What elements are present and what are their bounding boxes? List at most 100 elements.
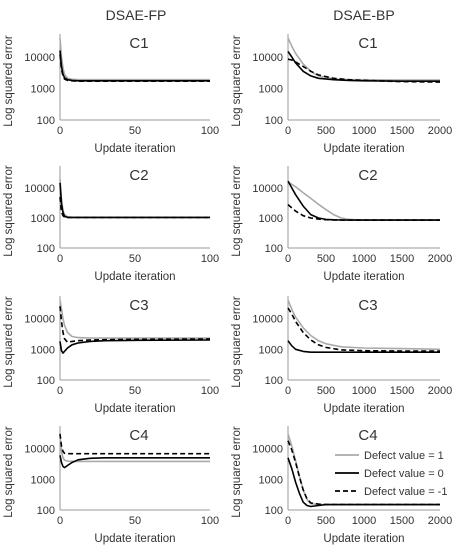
y-tick-label: 100	[265, 505, 283, 517]
series-line	[59, 306, 211, 344]
x-tick-label: 2000	[428, 515, 452, 527]
series-line	[59, 37, 210, 81]
legend-label: Defect value = 1	[364, 450, 444, 462]
x-tick-label: 0	[285, 253, 291, 265]
y-tick-label: 10000	[252, 183, 283, 195]
chart-panel-5: 100 1000 10000 0 50 100 C3 Update iteration Log …	[3, 296, 219, 415]
x-tick-label: 1000	[352, 515, 376, 527]
x-tick-label: 1500	[390, 515, 414, 527]
series-line	[59, 182, 210, 219]
x-axis-label: Update iteration	[323, 271, 404, 283]
y-tick-label: 1000	[259, 344, 283, 356]
column-title-bp: DSAE-BP	[333, 7, 394, 23]
series-line	[287, 203, 440, 221]
x-axis-label: Update iteration	[323, 533, 404, 545]
x-axis-label: Update iteration	[94, 533, 175, 545]
y-tick-label: 100	[37, 115, 55, 127]
series-line	[287, 50, 440, 82]
y-tick-label: 1000	[259, 83, 283, 95]
series-line	[287, 58, 441, 83]
x-tick-label: 50	[129, 253, 141, 265]
series-line	[287, 307, 441, 352]
y-axis-label: Log squared error	[231, 35, 243, 127]
series-line	[287, 340, 440, 354]
x-tick-label: 1500	[390, 253, 414, 265]
x-tick-label: 500	[317, 385, 335, 397]
y-tick-label: 1000	[31, 344, 55, 356]
x-axis-label: Update iteration	[323, 403, 404, 415]
chart-title: C3	[358, 297, 377, 314]
x-tick-label: 1500	[390, 125, 414, 137]
series-line	[59, 197, 210, 219]
series-line	[287, 180, 440, 221]
chart-title: C2	[358, 167, 377, 184]
chart-panel-4: 100 1000 10000 0 500 1000 1500 2000 C2 Update ite…	[231, 165, 452, 283]
x-tick-label: 1000	[352, 253, 376, 265]
x-tick-label: 0	[285, 125, 291, 137]
series-line	[287, 37, 440, 81]
x-tick-label: 0	[57, 385, 63, 397]
series-line	[287, 457, 440, 508]
series-line	[59, 433, 210, 455]
series-line	[59, 50, 210, 82]
series-line	[59, 299, 210, 339]
chart-panel-3: 100 1000 10000 0 50 100 C2 Update iteration Log …	[3, 165, 219, 283]
x-tick-label: 100	[201, 385, 219, 397]
series-line	[287, 440, 440, 506]
chart-title: C4	[358, 427, 377, 444]
chart-panel-6: 100 1000 10000 0 500 1000 1500 2000 C3 Update ite…	[231, 296, 452, 415]
x-axis-label: Update iteration	[94, 403, 175, 415]
chart-title: C1	[358, 35, 377, 52]
y-tick-label: 100	[265, 375, 283, 387]
y-axis-label: Log squared error	[3, 296, 15, 388]
x-tick-label: 0	[57, 125, 63, 137]
y-axis-label: Log squared error	[3, 165, 15, 257]
x-axis-label: Update iteration	[94, 143, 175, 155]
series-line	[59, 455, 210, 469]
x-tick-label: 1500	[390, 385, 414, 397]
chart-panel-7: 100 1000 10000 0 50 100 C4 Update iteration Log …	[3, 426, 219, 545]
series-line	[59, 54, 210, 82]
x-tick-label: 0	[285, 515, 291, 527]
y-tick-label: 100	[37, 243, 55, 255]
chart-panel-8: 100 1000 10000 0 500 1000 1500 2000 C4 Update ite…	[231, 426, 452, 545]
x-tick-label: 100	[201, 253, 219, 265]
y-axis-label: Log squared error	[3, 35, 15, 127]
y-tick-label: 10000	[24, 52, 55, 64]
x-tick-label: 500	[317, 125, 335, 137]
y-tick-label: 100	[37, 375, 55, 387]
x-tick-label: 0	[285, 385, 291, 397]
y-tick-label: 100	[37, 505, 55, 517]
y-tick-label: 10000	[24, 444, 55, 456]
y-tick-label: 10000	[252, 444, 283, 456]
y-tick-label: 10000	[24, 314, 55, 326]
column-title-fp: DSAE-FP	[106, 7, 167, 23]
y-tick-label: 1000	[31, 474, 55, 486]
y-tick-label: 1000	[31, 83, 55, 95]
y-tick-label: 1000	[259, 213, 283, 225]
chart-title: C2	[129, 167, 148, 184]
y-tick-label: 10000	[252, 52, 283, 64]
x-axis-label: Update iteration	[323, 143, 404, 155]
chart-title: C4	[129, 427, 148, 444]
x-tick-label: 500	[317, 515, 335, 527]
x-tick-label: 50	[129, 125, 141, 137]
y-tick-label: 10000	[24, 183, 55, 195]
x-tick-label: 2000	[428, 253, 452, 265]
y-axis-label: Log squared error	[231, 296, 243, 388]
x-tick-label: 0	[57, 253, 63, 265]
chart-panel-2: 100 1000 10000 0 500 1000 1500 2000 C1 Update ite…	[231, 34, 452, 155]
x-tick-label: 2000	[428, 125, 452, 137]
chart-title: C3	[129, 297, 148, 314]
y-tick-label: 100	[265, 115, 283, 127]
y-axis-label: Log squared error	[231, 426, 243, 518]
x-tick-label: 100	[201, 515, 219, 527]
x-tick-label: 2000	[428, 385, 452, 397]
x-tick-label: 0	[57, 515, 63, 527]
y-tick-label: 10000	[252, 314, 283, 326]
x-tick-label: 100	[201, 125, 219, 137]
chart-panel-1: 100 1000 10000 0 50 100 C1 Update iteration Log …	[3, 34, 219, 155]
y-axis-label: Log squared error	[231, 165, 243, 257]
x-tick-label: 1000	[352, 125, 376, 137]
